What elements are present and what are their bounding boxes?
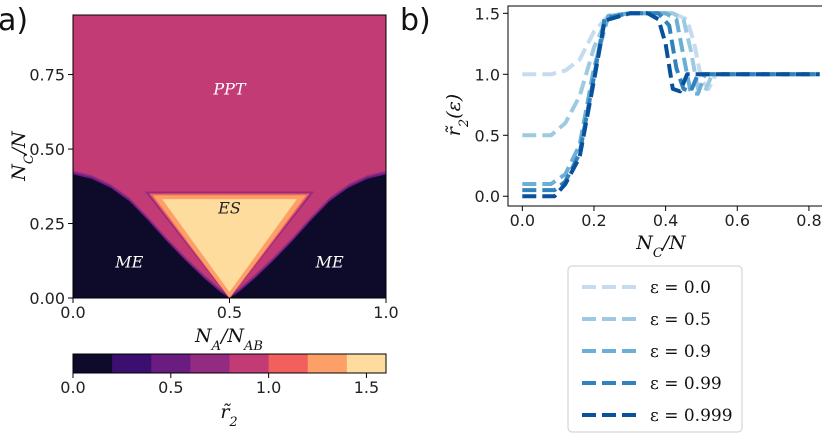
line-x-tick-label: 0.6 (725, 211, 750, 230)
colorbar-label: r̃2 (220, 401, 237, 430)
colorbar-tick-label: 0.0 (60, 378, 85, 397)
colorbar-cell (268, 354, 309, 373)
heatmap-x-ticks: 0.0 0.5 1.0 (60, 298, 399, 322)
line-chart-x-axis-label: NC/N (635, 232, 687, 261)
legend-label-3: ε = 0.99 (650, 374, 722, 394)
heatmap-x-axis-label: NA/NAB (194, 325, 263, 354)
legend-box (567, 265, 743, 433)
line-chart-series (522, 11, 820, 199)
colorbar-tick-label: 1.0 (256, 378, 281, 397)
heatmap-y-tick-label: 0.25 (29, 215, 65, 234)
heatmap-region-labels: PPT ES ME ME (114, 79, 344, 271)
legend-label-4: ε = 0.999 (650, 406, 733, 426)
line-chart-y-ticks: 0.0 0.5 1.0 1.5 (475, 4, 508, 206)
colorbar-cell (73, 354, 113, 373)
colorbar-tick-label: 0.5 (158, 378, 183, 397)
heatmap-y-tick-label: 0.75 (29, 66, 65, 85)
line-chart-y-axis-label: r̃2(ε) (443, 94, 472, 136)
line-y-tick-label: 1.0 (475, 65, 500, 84)
colorbar-cell (346, 354, 387, 373)
panel-a-label: a) (0, 3, 28, 38)
line-chart-panel: 0.0 0.2 0.4 0.6 0.8 0.0 0.5 1.0 1.5 NC/N r̃2(ε) (443, 4, 822, 261)
heatmap-y-axis-label: NC/N (8, 130, 37, 182)
line-x-tick-label: 0.0 (510, 211, 535, 230)
heatmap-y-tick-label: 0.50 (29, 140, 65, 159)
colorbar-cell (112, 354, 152, 373)
line-x-tick-label: 0.2 (581, 211, 606, 230)
panel-b-label: b) (400, 3, 431, 38)
line-chart-frame (507, 5, 822, 207)
colorbar-cells (73, 354, 387, 373)
colorbar-tick-label: 1.5 (354, 378, 379, 397)
region-label-me-3: ME (315, 252, 344, 271)
colorbar: 0.0 0.5 1.0 1.5 r̃2 (60, 353, 387, 430)
line-y-tick-label: 1.5 (475, 4, 500, 23)
me-region (73, 174, 386, 298)
legend: ε = 0.0 ε = 0.5 ε = 0.9 ε = 0.99 ε = 0.999 (567, 265, 743, 433)
heatmap-panel: PPT ES ME ME 0.0 0.5 1.0 0.00 0.25 0.50 0.75 NA/… (8, 14, 399, 354)
line-chart-x-ticks: 0.0 0.2 0.4 0.6 0.8 (510, 206, 822, 230)
colorbar-cell (229, 354, 270, 373)
line-x-tick-label: 0.8 (796, 211, 821, 230)
region-label-ppt-0: PPT (212, 79, 247, 98)
region-label-me-2: ME (114, 252, 143, 271)
region-label-es-1: ES (217, 199, 241, 218)
legend-items: ε = 0.0 ε = 0.5 ε = 0.9 ε = 0.99 ε = 0.999 (582, 278, 733, 426)
line-y-tick-label: 0.0 (475, 187, 500, 206)
legend-label-1: ε = 0.5 (650, 310, 711, 330)
series-line-2 (522, 11, 820, 186)
heatmap-y-tick-label: 0.00 (29, 289, 65, 308)
heatmap-x-tick-label: 0.5 (217, 303, 242, 322)
heatmap-x-tick-label: 1.0 (373, 303, 398, 322)
colorbar-frame (72, 353, 387, 374)
heatmap-plot-area (73, 15, 386, 299)
heatmap-x-tick-label: 0.0 (60, 303, 85, 322)
legend-label-0: ε = 0.0 (650, 278, 711, 298)
line-x-tick-label: 0.4 (653, 211, 678, 230)
series-line-4 (522, 11, 820, 199)
colorbar-cell (307, 354, 348, 373)
heatmap-y-ticks: 0.00 0.25 0.50 0.75 (29, 66, 73, 308)
colorbar-ticks: 0.0 0.5 1.0 1.5 (60, 373, 379, 397)
legend-label-2: ε = 0.9 (650, 342, 711, 362)
series-line-3 (522, 11, 820, 193)
es-region (162, 199, 297, 293)
colorbar-cell (190, 354, 230, 373)
colorbar-cell (151, 354, 191, 373)
line-y-tick-label: 0.5 (475, 126, 500, 145)
